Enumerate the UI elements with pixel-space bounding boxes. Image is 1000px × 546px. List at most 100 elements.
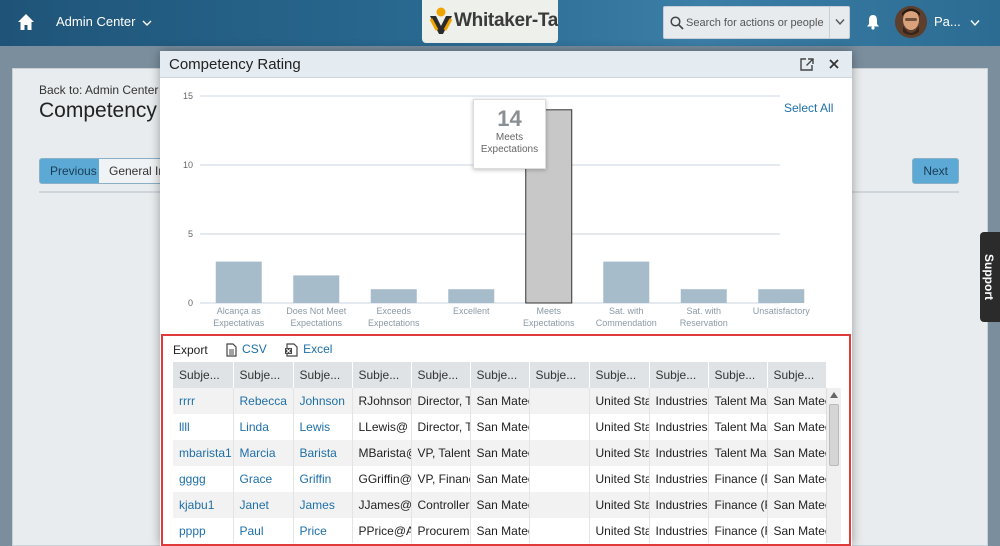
table-cell-link[interactable]: Griffin xyxy=(293,466,353,492)
search-box[interactable]: Search for actions or people xyxy=(663,6,850,39)
table-cell: Industries xyxy=(649,466,709,492)
support-tab[interactable]: Support xyxy=(980,232,1000,322)
column-header[interactable]: Subje... xyxy=(470,362,530,388)
table-cell-link[interactable]: Linda xyxy=(233,414,294,440)
csv-label: CSV xyxy=(242,342,267,357)
table-cell: Industries xyxy=(649,492,709,518)
table-cell-link[interactable]: Janet xyxy=(233,492,294,518)
column-header[interactable]: Subje... xyxy=(411,362,471,388)
table-cell: San Mateo xyxy=(767,414,826,440)
table-cell: United Sta xyxy=(589,518,650,543)
table-cell-link[interactable]: Grace xyxy=(233,466,294,492)
dialog-header: Competency Rating xyxy=(160,51,852,78)
chart-bar[interactable] xyxy=(293,275,340,303)
avatar-image xyxy=(895,6,927,38)
table-vertical-scrollbar[interactable] xyxy=(826,388,841,543)
scrollbar-thumb[interactable] xyxy=(829,404,839,466)
table-cell-link[interactable]: Paul xyxy=(233,518,294,543)
table-cell-link[interactable]: mbarista1 xyxy=(173,440,234,466)
table-row[interactable]: rrrr Rebecca Johnson RJohnson Director, T San… xyxy=(173,388,826,414)
column-header[interactable]: Subje... xyxy=(529,362,590,388)
x-tick-label: Meets Expectations xyxy=(523,306,575,328)
logo-mark-icon xyxy=(429,7,453,34)
table-cell xyxy=(529,440,590,466)
export-excel-button[interactable]: Excel xyxy=(284,342,332,357)
user-menu[interactable]: Pa... xyxy=(934,14,980,29)
company-logo[interactable]: Whitaker-Taylor xyxy=(422,0,558,43)
x-tick-label: Exceeds Expectations xyxy=(368,306,420,328)
table-cell: San Mateo xyxy=(767,466,826,492)
close-icon[interactable] xyxy=(828,58,840,70)
home-icon[interactable] xyxy=(17,13,35,31)
admin-center-menu[interactable]: Admin Center xyxy=(56,14,152,29)
tooltip-label: Meets Expectations xyxy=(480,132,539,155)
table-cell: Talent Ma xyxy=(708,414,768,440)
chart-bar[interactable] xyxy=(758,289,805,303)
table-cell: United Sta xyxy=(589,388,650,414)
table-cell: Talent Ma xyxy=(708,388,768,414)
table-cell: Finance (F xyxy=(708,518,768,543)
user-avatar[interactable] xyxy=(895,6,927,38)
chart-bar[interactable] xyxy=(448,289,495,303)
table-cell-link[interactable]: kjabu1 xyxy=(173,492,234,518)
y-tick-label: 15 xyxy=(183,91,193,101)
open-in-new-window-icon[interactable] xyxy=(800,58,814,71)
column-header[interactable]: Subje... xyxy=(233,362,294,388)
back-link[interactable]: Back to: Admin Center > xyxy=(39,83,169,97)
table-row[interactable]: llll Linda Lewis LLewis@ Director, T San Mate… xyxy=(173,414,826,440)
table-row[interactable]: gggg Grace Griffin GGriffin@ VP, Financ San M… xyxy=(173,466,826,492)
table-cell-link[interactable]: rrrr xyxy=(173,388,234,414)
table-cell-link[interactable]: Johnson xyxy=(293,388,353,414)
tooltip-value: 14 xyxy=(497,106,522,131)
table-cell-link[interactable]: gggg xyxy=(173,466,234,492)
table-cell: San Mateo xyxy=(470,492,530,518)
table-cell: Industries xyxy=(649,388,709,414)
x-tick-label: Unsatisfactory xyxy=(753,306,811,316)
chart-bar[interactable] xyxy=(370,289,417,303)
table-header-row: Subje... Subje... Subje... Subje... Subje...… xyxy=(173,362,826,388)
next-button[interactable]: Next xyxy=(912,158,959,184)
chart-bar[interactable] xyxy=(215,261,262,303)
table-cell-link[interactable]: Lewis xyxy=(293,414,353,440)
table-cell xyxy=(529,414,590,440)
table-cell: San Mateo xyxy=(470,466,530,492)
export-csv-button[interactable]: CSV xyxy=(225,342,267,357)
column-header[interactable]: Subje... xyxy=(293,362,353,388)
column-header[interactable]: Subje... xyxy=(173,362,234,388)
table-cell: Controller xyxy=(411,492,471,518)
table-cell: MBarista@ xyxy=(352,440,412,466)
tab-general-info[interactable]: General Info xyxy=(99,158,169,184)
competency-bar-chart: 0 5 10 15 Alcança as Expectativas Does Not Mee… xyxy=(160,79,852,335)
notifications-bell-icon[interactable] xyxy=(866,14,880,30)
table-cell-link[interactable]: Rebecca xyxy=(233,388,294,414)
column-header[interactable]: Subje... xyxy=(767,362,826,388)
search-scope-dropdown[interactable] xyxy=(829,7,849,38)
table-cell: Industries xyxy=(649,414,709,440)
table-cell: Director, T xyxy=(411,414,471,440)
table-cell-link[interactable]: Price xyxy=(293,518,353,543)
table-row[interactable]: kjabu1 Janet James JJames@ Controller San Mat… xyxy=(173,492,826,518)
shell-header: Admin Center Whitaker-Taylor Search for … xyxy=(0,0,1000,46)
table-body: rrrr Rebecca Johnson RJohnson Director, T San… xyxy=(173,388,826,543)
table-cell-link[interactable]: llll xyxy=(173,414,234,440)
table-cell-link[interactable]: Marcia xyxy=(233,440,294,466)
table-cell: Director, T xyxy=(411,388,471,414)
scroll-up-arrow-icon[interactable] xyxy=(830,392,838,398)
y-tick-label: 0 xyxy=(188,298,193,308)
table-cell-link[interactable]: James xyxy=(293,492,353,518)
table-cell xyxy=(529,518,590,543)
select-all-link[interactable]: Select All xyxy=(784,101,834,115)
column-header[interactable]: Subje... xyxy=(352,362,412,388)
table-cell-link[interactable]: Barista xyxy=(293,440,353,466)
column-header[interactable]: Subje... xyxy=(589,362,650,388)
competency-rating-dialog: Competency Rating 0 5 10 15 Alcança as Expect… xyxy=(160,51,852,546)
table-cell-link[interactable]: pppp xyxy=(173,518,234,543)
column-header[interactable]: Subje... xyxy=(649,362,709,388)
chart-bar[interactable] xyxy=(680,289,727,303)
chart-bar[interactable] xyxy=(603,261,650,303)
column-header[interactable]: Subje... xyxy=(708,362,768,388)
previous-button[interactable]: Previous xyxy=(39,158,108,184)
table-cell: Industries xyxy=(649,518,709,543)
